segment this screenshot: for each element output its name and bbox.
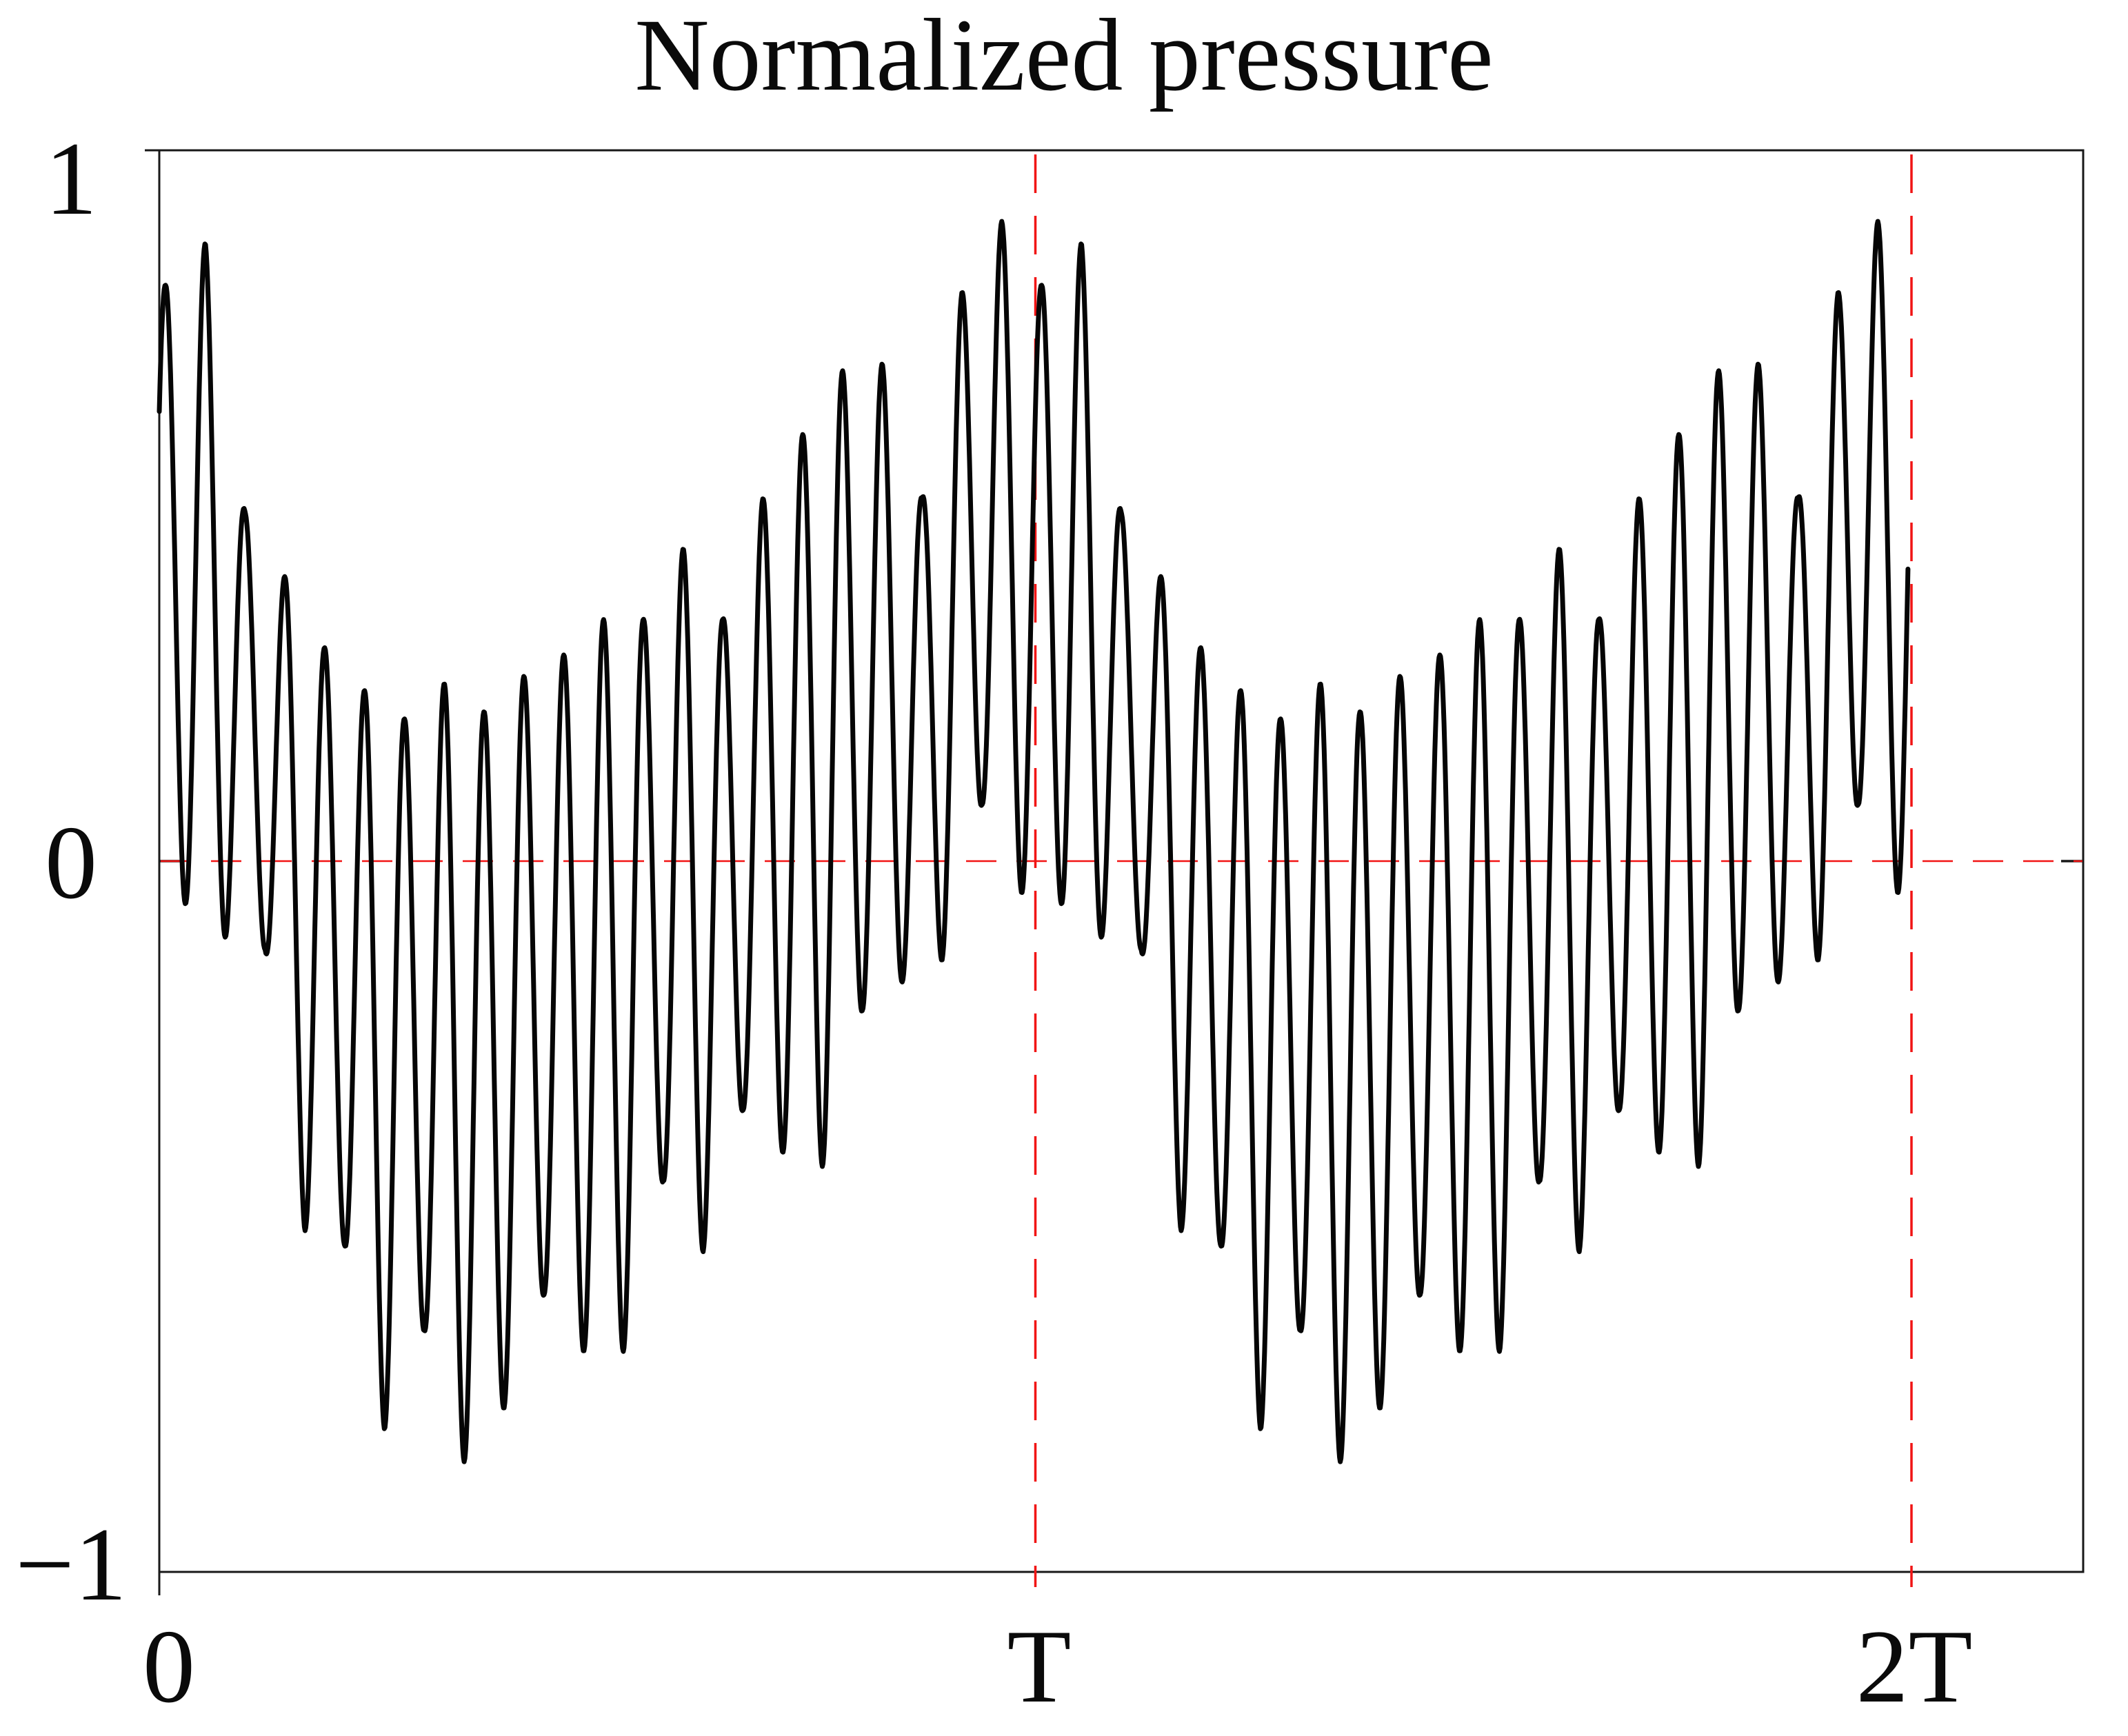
- x-tick-label-T: T: [1007, 1608, 1072, 1724]
- chart-title: Normalized pressure: [634, 0, 1493, 112]
- x-tick-label-0: 0: [143, 1608, 195, 1724]
- y-tick-label-zero: 0: [45, 805, 97, 920]
- pressure-waveform: [157, 219, 1911, 1464]
- x-tick-label-2T: 2T: [1856, 1608, 1973, 1724]
- y-tick-label-plus1: 1: [45, 121, 97, 236]
- y-tick-label-minus1: −1: [15, 1506, 127, 1622]
